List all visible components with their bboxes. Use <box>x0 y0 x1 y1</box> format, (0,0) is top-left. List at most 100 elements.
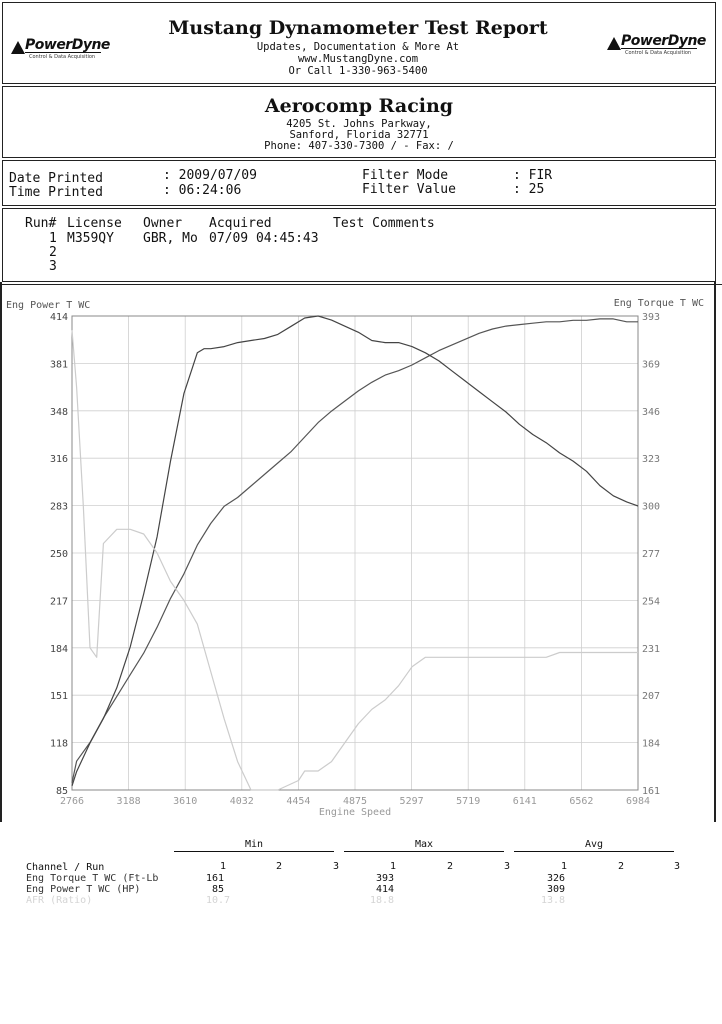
summary-group-max: Max <box>414 839 434 850</box>
y-left-tick-label: 250 <box>50 549 68 560</box>
chart-frame-left <box>0 282 2 822</box>
runs-header-acquired: Acquired <box>209 216 272 231</box>
run-number: 2 <box>49 245 57 260</box>
x-tick-label: 6984 <box>626 796 650 807</box>
logo-tagline: Control & Data Acquisition <box>29 54 96 60</box>
dyno-chart: 2766 3188 3610 4032 4454 4875 5297 5719 6141 6562… <box>0 284 722 818</box>
y-left-tick-label: 151 <box>50 691 68 702</box>
summary-min-value: 161 <box>206 873 225 884</box>
series-line-power <box>71 318 638 783</box>
shop-address-2: Sanford, Florida 32771 <box>289 129 429 141</box>
logo-wordmark: PowerDyne <box>621 33 706 49</box>
chart-frame-right <box>714 282 716 822</box>
y-right-tick-label: 231 <box>642 644 660 655</box>
header-line-1: Updates, Documentation & More At <box>256 41 460 53</box>
plot-area-border <box>71 315 639 791</box>
y-right-tick-label: 369 <box>642 359 660 370</box>
min-run-1: 1 <box>220 861 227 872</box>
y-right-tick-label: 254 <box>642 596 660 607</box>
run-number: 1 <box>49 231 57 246</box>
y-right-tick-label: 393 <box>642 312 660 323</box>
x-tick-label: 4875 <box>343 796 367 807</box>
y-right-tick-label: 207 <box>642 691 660 702</box>
y-left-tick-label: 414 <box>50 312 68 323</box>
y-right-tick-label: 184 <box>642 739 660 750</box>
x-tick-label: 3188 <box>117 796 141 807</box>
x-axis-title: Engine Speed <box>319 807 391 818</box>
y-left-axis-title: Eng Power T WC <box>6 300 90 311</box>
shop-phone: Phone: 407-330-7300 / - Fax: / <box>264 140 454 152</box>
x-tick-label: 6562 <box>569 796 593 807</box>
summary-group-avg: Avg <box>584 839 604 850</box>
min-run-3: 3 <box>333 861 340 872</box>
run-owner: GBR, Mo <box>143 231 198 246</box>
shop-name: Aerocomp Racing <box>264 95 454 117</box>
summary-max-value: 393 <box>376 873 395 884</box>
report-header: PowerDyne Control & Data Acquisition Mus… <box>2 2 716 84</box>
summary-channel-header: Channel / Run <box>26 862 105 873</box>
filter-value-label: Filter Value <box>362 182 456 197</box>
y-left-tick-label: 283 <box>50 502 68 513</box>
runs-header-run: Run# <box>25 216 57 231</box>
y-right-tick-label: 346 <box>642 407 660 418</box>
summary-group-min: Min <box>244 839 264 850</box>
time-printed-value: : 06:24:06 <box>163 183 242 198</box>
max-run-1: 1 <box>390 861 397 872</box>
summary-row-label: Eng Torque T WC (Ft-Lb <box>26 873 159 884</box>
date-printed-label: Date Printed <box>9 171 103 186</box>
filter-mode-label: Filter Mode <box>362 168 449 183</box>
y-left-tick-label: 85 <box>56 786 68 797</box>
series-line-afr <box>71 330 638 791</box>
date-printed-value: : 2009/07/09 <box>163 168 257 183</box>
shop-info: Aerocomp Racing 4205 St. Johns Parkway, … <box>2 86 716 158</box>
series-line-torque <box>71 315 639 787</box>
header-line-2: www.MustangDyne.com <box>297 53 419 65</box>
summary-min-value: 85 <box>212 884 225 895</box>
report-title: Mustang Dynamometer Test Report <box>168 17 548 39</box>
y-left-tick-label: 184 <box>50 644 68 655</box>
x-tick-label: 5297 <box>400 796 424 807</box>
y-right-tick-label: 300 <box>642 502 660 513</box>
x-tick-label: 4032 <box>230 796 254 807</box>
filter-value-value: : 25 <box>513 182 545 197</box>
runs-header-comments: Test Comments <box>333 216 435 231</box>
min-run-2: 2 <box>276 861 283 872</box>
summary-avg-value: 309 <box>547 884 566 895</box>
print-info: Date Printed : 2009/07/09 Time Printed :… <box>2 160 716 206</box>
y-left-tick-label: 316 <box>50 454 68 465</box>
summary-row-label: Eng Power T WC (HP) <box>26 884 141 895</box>
run-acquired: 07/09 04:45:43 <box>209 231 319 246</box>
run-number: 3 <box>49 259 57 274</box>
logo-wordmark: PowerDyne <box>25 37 110 53</box>
logo-tagline: Control & Data Acquisition <box>625 50 692 56</box>
y-right-tick-label: 277 <box>642 549 660 560</box>
avg-run-1: 1 <box>561 861 568 872</box>
summary-max-value: 414 <box>376 884 395 895</box>
powerdyne-logo-left: PowerDyne Control & Data Acquisition <box>11 37 110 63</box>
header-line-3: Or Call 1-330-963-5400 <box>288 65 428 77</box>
max-run-3: 3 <box>504 861 511 872</box>
summary-avg-value: 13.8 <box>541 895 566 906</box>
runs-table: Run# License Owner Acquired Test Comment… <box>2 208 716 282</box>
logo-triangle-icon <box>607 37 621 50</box>
x-tick-label: 3610 <box>173 796 197 807</box>
avg-run-3: 3 <box>674 861 681 872</box>
runs-header-license: License <box>67 216 122 231</box>
y-left-tick-label: 118 <box>50 739 68 750</box>
y-left-tick-label: 381 <box>50 359 68 370</box>
runs-header-owner: Owner <box>143 216 183 231</box>
summary-min-value: 10.7 <box>206 895 231 906</box>
summary-row-label: AFR (Ratio) <box>26 895 93 906</box>
powerdyne-logo-right: PowerDyne Control & Data Acquisition <box>607 33 706 59</box>
x-tick-label: 6141 <box>513 796 537 807</box>
shop-address-1: 4205 St. Johns Parkway, <box>286 118 432 130</box>
run-license: M359QY <box>67 231 114 246</box>
avg-run-2: 2 <box>618 861 625 872</box>
summary-max-value: 18.8 <box>370 895 395 906</box>
logo-triangle-icon <box>11 41 25 54</box>
y-left-tick-label: 217 <box>50 596 68 607</box>
y-right-tick-label: 323 <box>642 454 660 465</box>
x-tick-label: 5719 <box>456 796 480 807</box>
y-right-tick-label: 161 <box>642 786 660 797</box>
y-right-axis-title: Eng Torque T WC <box>614 298 704 309</box>
